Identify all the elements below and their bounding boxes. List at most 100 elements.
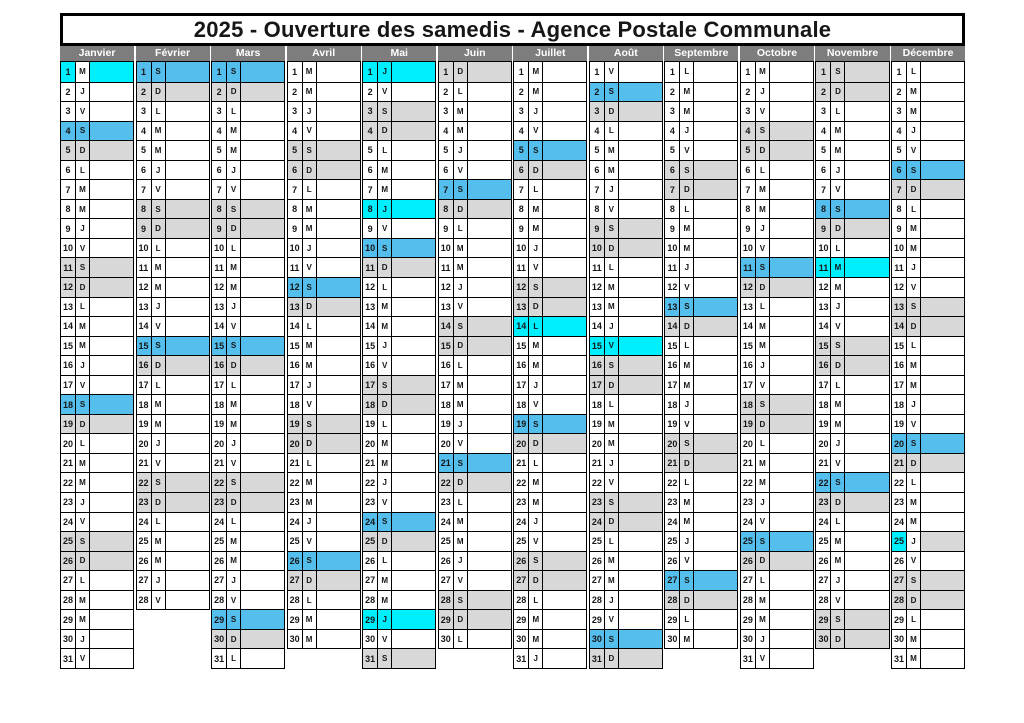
day-number: 10 [816,238,832,258]
day-letter: V [454,160,468,180]
day-bar [921,83,964,102]
day-letter: J [378,473,393,493]
day-bar [316,297,360,317]
day-row: 27 V [438,570,511,590]
day-row: 21 M [363,452,436,473]
day-bar [467,453,511,473]
day-bar [845,82,889,102]
day-bar [468,141,511,160]
day-row: 25 S [61,531,134,551]
day-row: 13 D [287,296,360,317]
day-number: 19 [514,414,530,434]
day-bar [241,395,284,414]
day-letter: S [755,121,770,141]
day-letter: L [76,434,90,453]
day-bar [317,473,360,492]
day-number: 21 [363,453,379,473]
day-letter: V [605,62,619,82]
day-number: 4 [212,121,228,141]
day-number: 30 [288,629,303,649]
day-bar [467,199,511,219]
day-number: 7 [741,180,756,199]
day-bar [770,62,813,82]
day-letter: L [303,317,317,336]
day-row: 10 L [816,237,889,258]
day-number: 24 [439,512,454,532]
day-number: 21 [61,453,76,473]
day-number: 22 [514,473,530,493]
day-row: 22 L [665,472,738,493]
day-bar [694,376,737,395]
day-row: 17 V [740,374,813,395]
day-letter: D [378,395,393,414]
day-number: 5 [363,141,379,160]
day-number: 18 [137,395,152,414]
day-letter: S [151,473,166,493]
day-bar [543,141,587,160]
day-number: 14 [438,317,454,336]
day-letter: M [529,356,544,375]
day-row: 24 J [514,511,587,532]
day-letter: V [227,317,242,336]
day-number: 9 [741,219,756,238]
day-letter: M [303,493,317,512]
month-header: Juin [437,46,512,61]
day-bar [392,356,435,375]
day-letter: M [378,297,393,317]
day-letter: L [378,414,393,434]
day-bar [392,83,435,102]
day-bar [921,610,964,629]
day-row: 16 D [136,355,209,375]
day-bar [921,102,964,121]
day-number: 28 [816,590,832,610]
day-bar [90,610,133,629]
day-bar [241,610,285,629]
day-number: 25 [514,532,530,551]
day-letter: S [529,278,544,297]
day-bar [317,454,360,473]
day-bar [694,317,738,336]
day-letter: M [454,258,468,278]
day-letter: D [529,160,544,180]
day-number: 8 [438,199,454,219]
day-bar [845,493,889,512]
day-letter: L [529,317,544,336]
day-bar [619,258,662,277]
month-column-juillet: Juillet 1 M 2 M 3 J 4 V 5 S 6 D 7 L 8 M 9 M 10 J 11 V 12 S 13 D 14 L… [513,46,588,669]
day-bar [90,571,133,590]
day-letter: M [680,238,695,258]
day-row: 12 M [816,277,889,297]
day-number: 29 [816,610,832,629]
day-number: 8 [741,199,756,219]
day-number: 21 [892,453,908,473]
day-letter: M [378,590,393,610]
day-number: 11 [61,258,76,278]
day-row: 26 M [816,550,889,571]
day-letter: S [302,141,317,160]
day-letter: D [453,473,468,493]
day-bar [921,513,964,532]
day-bar [166,239,209,258]
day-bar [317,219,360,238]
day-bar [694,122,737,141]
day-letter: M [907,238,922,258]
day-bar [619,473,662,492]
day-letter: L [76,571,90,590]
day-bar [468,161,511,180]
day-letter: D [378,258,393,278]
day-row: 12 V [665,277,738,297]
day-row: 22 M [287,472,360,493]
day-bar [618,629,662,649]
day-number: 14 [816,317,832,336]
day-row: 19 D [740,413,813,434]
day-letter: M [227,258,242,278]
day-bar [619,278,662,297]
